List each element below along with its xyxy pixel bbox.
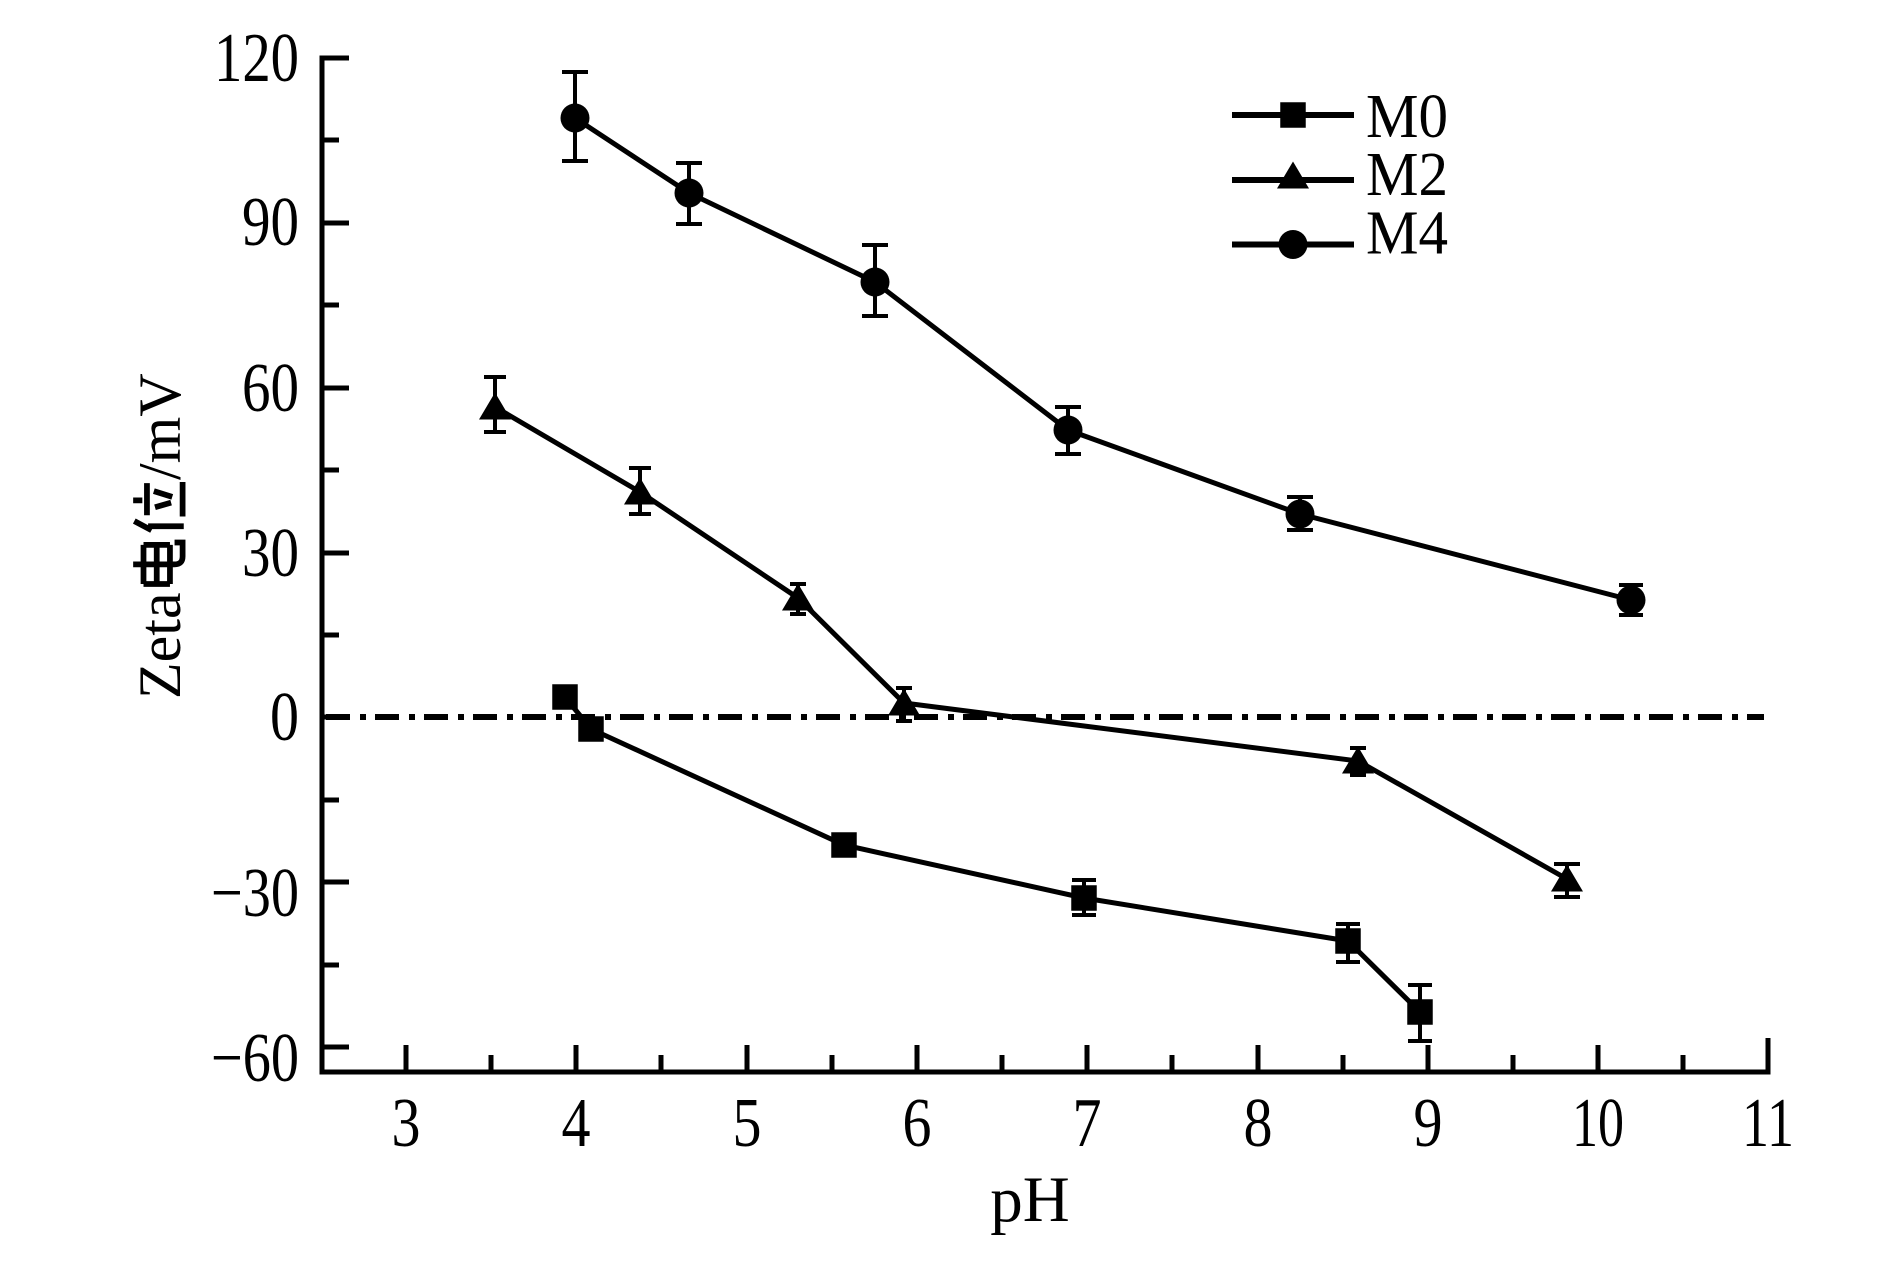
svg-text:/mV: /mV	[127, 373, 193, 480]
svg-text:11: 11	[1742, 1085, 1794, 1162]
svg-text:−30: −30	[211, 855, 299, 932]
svg-text:6: 6	[903, 1085, 932, 1162]
svg-text:Zeta: Zeta	[127, 592, 193, 699]
svg-text:4: 4	[562, 1085, 591, 1162]
svg-text:9: 9	[1414, 1085, 1443, 1162]
svg-text:M0: M0	[1366, 83, 1448, 151]
svg-text:30: 30	[242, 515, 299, 592]
svg-text:8: 8	[1244, 1085, 1273, 1162]
svg-text:M4: M4	[1366, 199, 1448, 267]
svg-text:60: 60	[242, 350, 299, 427]
svg-text:120: 120	[214, 20, 299, 97]
svg-text:5: 5	[733, 1085, 762, 1162]
svg-text:−60: −60	[211, 1020, 299, 1097]
svg-text:M2: M2	[1366, 141, 1448, 209]
svg-text:3: 3	[392, 1085, 421, 1162]
svg-text:90: 90	[242, 184, 299, 261]
svg-text:10: 10	[1572, 1085, 1624, 1162]
svg-text:pH: pH	[990, 1164, 1069, 1236]
svg-text:0: 0	[270, 679, 299, 756]
svg-text:7: 7	[1073, 1085, 1102, 1162]
